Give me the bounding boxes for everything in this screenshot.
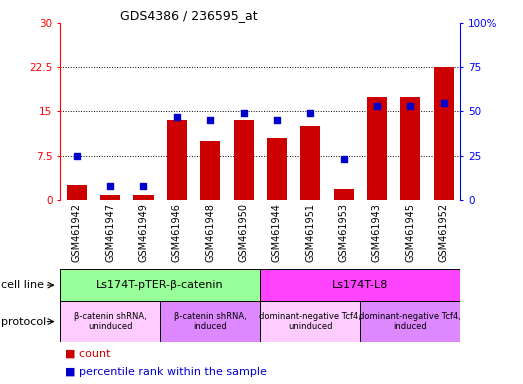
Bar xyxy=(400,97,420,200)
Bar xyxy=(200,141,220,200)
Point xyxy=(406,103,414,109)
Bar xyxy=(100,195,120,200)
Bar xyxy=(167,120,187,200)
Point xyxy=(173,114,181,120)
Text: dominant-negative Tcf4,
uninduced: dominant-negative Tcf4, uninduced xyxy=(259,312,361,331)
Point xyxy=(272,117,281,123)
Text: ■ percentile rank within the sample: ■ percentile rank within the sample xyxy=(65,367,267,377)
Bar xyxy=(260,301,360,342)
Text: Ls174T-pTER-β-catenin: Ls174T-pTER-β-catenin xyxy=(96,280,224,290)
Point xyxy=(106,182,115,189)
Bar xyxy=(360,301,460,342)
Text: GSM461948: GSM461948 xyxy=(205,203,215,262)
Text: GDS4386 / 236595_at: GDS4386 / 236595_at xyxy=(120,9,258,22)
Point xyxy=(206,117,214,123)
Point xyxy=(373,103,381,109)
Point xyxy=(306,110,314,116)
Bar xyxy=(60,301,160,342)
Bar xyxy=(367,97,387,200)
Text: β-catenin shRNA,
induced: β-catenin shRNA, induced xyxy=(174,312,246,331)
Text: GSM461945: GSM461945 xyxy=(405,203,415,262)
Text: dominant-negative Tcf4,
induced: dominant-negative Tcf4, induced xyxy=(359,312,461,331)
Point xyxy=(339,156,348,162)
Text: GSM461944: GSM461944 xyxy=(272,203,282,262)
Text: GSM461953: GSM461953 xyxy=(338,203,348,262)
Point xyxy=(73,152,81,159)
Point xyxy=(439,99,448,106)
Text: GSM461943: GSM461943 xyxy=(372,203,382,262)
Bar xyxy=(233,120,254,200)
Bar xyxy=(267,138,287,200)
Point xyxy=(240,110,248,116)
Text: cell line: cell line xyxy=(1,280,44,290)
Text: GSM461946: GSM461946 xyxy=(172,203,182,262)
Bar xyxy=(300,126,320,200)
Bar xyxy=(67,185,87,200)
Point xyxy=(139,182,147,189)
Bar xyxy=(60,269,260,301)
Bar xyxy=(160,301,260,342)
Text: GSM461949: GSM461949 xyxy=(139,203,149,262)
Text: ■ count: ■ count xyxy=(65,349,111,359)
Text: GSM461951: GSM461951 xyxy=(305,203,315,262)
Text: Ls174T-L8: Ls174T-L8 xyxy=(332,280,389,290)
Bar xyxy=(334,189,354,200)
Text: GSM461942: GSM461942 xyxy=(72,203,82,262)
Text: protocol: protocol xyxy=(1,316,47,327)
Bar xyxy=(133,195,154,200)
Text: GSM461947: GSM461947 xyxy=(105,203,115,262)
Text: GSM461952: GSM461952 xyxy=(439,203,449,262)
Bar xyxy=(434,67,453,200)
Text: β-catenin shRNA,
uninduced: β-catenin shRNA, uninduced xyxy=(74,312,146,331)
Text: GSM461950: GSM461950 xyxy=(238,203,248,262)
Bar xyxy=(260,269,460,301)
